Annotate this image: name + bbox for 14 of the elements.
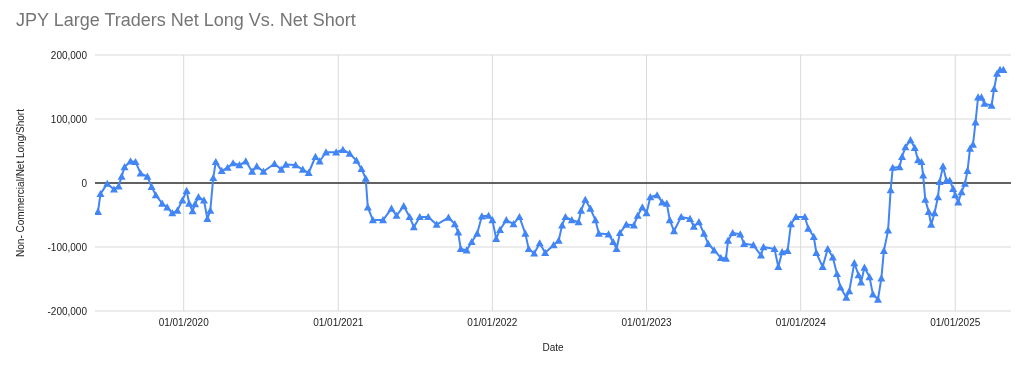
chart-title: JPY Large Traders Net Long Vs. Net Short: [16, 10, 356, 31]
y-tick-label: -100,000: [47, 241, 88, 253]
y-tick-label: -200,000: [47, 305, 88, 317]
x-tick-label: 01/01/2023: [621, 317, 672, 329]
y-tick-label: 0: [81, 177, 88, 189]
x-axis-title: Date: [542, 342, 564, 353]
y-tick-label: 100,000: [50, 113, 88, 125]
y-axis-title: Non- Commercial/Net Long/Short: [14, 108, 26, 257]
x-tick-label: 01/01/2020: [158, 317, 210, 329]
x-tick-label: 01/01/2022: [467, 317, 518, 329]
x-tick-label: 01/01/2021: [313, 317, 364, 329]
x-tick-label: 01/01/2025: [930, 317, 981, 329]
x-tick-label: 01/01/2024: [775, 317, 827, 329]
y-tick-label: 200,000: [50, 49, 88, 61]
